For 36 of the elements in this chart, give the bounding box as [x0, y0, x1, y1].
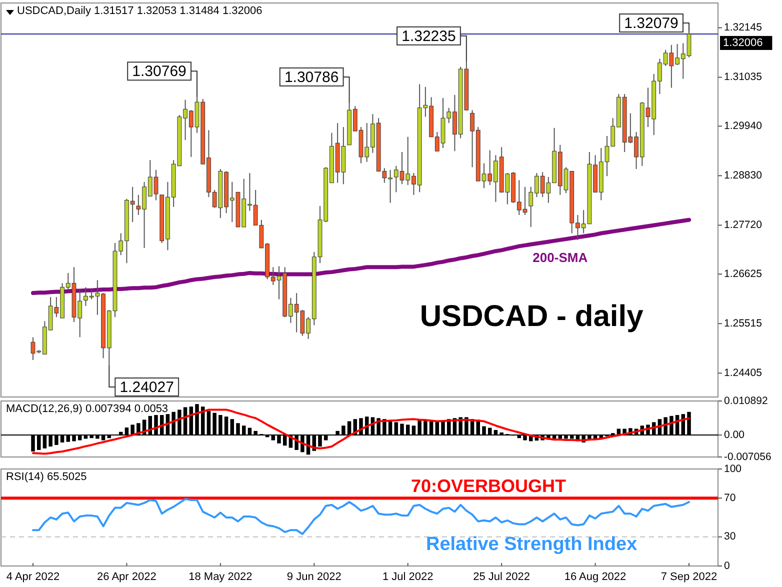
annotation: 1.30769 — [132, 63, 186, 80]
y-tick-label: 30 — [724, 530, 736, 543]
x-tick-label: 7 Sep 2022 — [660, 571, 718, 583]
y-tick-label: 1.27720 — [724, 218, 762, 231]
x-tick-label: 4 Apr 2022 — [6, 571, 60, 583]
y-tick-label: 70 — [724, 492, 736, 504]
annotation: 1.32235 — [402, 28, 456, 45]
annotation: Relative Strength Index — [426, 534, 638, 555]
ref-line-label: 1.32006 — [723, 36, 763, 49]
chart-title: USDCAD,Daily 1.31517 1.32053 1.31484 1.32006 — [17, 5, 262, 17]
x-tick-label: 26 Apr 2022 — [97, 571, 156, 583]
y-tick-label: 0.00 — [724, 428, 745, 441]
ref-line-label: 70:OVERBOUGHT — [411, 476, 566, 496]
annotation: USDCAD - daily — [420, 300, 644, 334]
annotation: 1.30786 — [284, 68, 339, 86]
annotation: 1.32079 — [624, 14, 678, 32]
x-tick-label: 25 Jul 2022 — [473, 571, 530, 583]
y-tick-label: 1.24405 — [724, 366, 762, 379]
y-tick-label: 1.26625 — [724, 268, 762, 280]
y-tick-label: 100 — [724, 462, 742, 475]
y-tick-label: 1.28830 — [724, 169, 762, 182]
y-tick-label: 0 — [724, 560, 730, 572]
y-tick-label: 1.32145 — [724, 22, 762, 34]
y-tick-label: 0.010892 — [724, 394, 768, 407]
x-tick-label: 18 May 2022 — [188, 571, 252, 583]
x-tick-label: 16 Aug 2022 — [564, 571, 626, 583]
chart-title: RSI(14) 65.5025 — [6, 471, 87, 483]
x-tick-label: 1 Jul 2022 — [382, 571, 434, 583]
y-tick-label: 1.25515 — [724, 317, 762, 330]
annotation: 1.24027 — [120, 378, 174, 396]
series-label: 200-SMA — [532, 250, 588, 265]
y-tick-label: 1.31035 — [724, 71, 762, 84]
y-tick-label: -0.007056 — [724, 450, 772, 463]
x-tick-label: 9 Jun 2022 — [286, 571, 342, 583]
y-tick-label: 1.29940 — [724, 120, 762, 132]
chart-title: MACD(12,26,9) 0.007394 0.0053 — [6, 403, 168, 415]
